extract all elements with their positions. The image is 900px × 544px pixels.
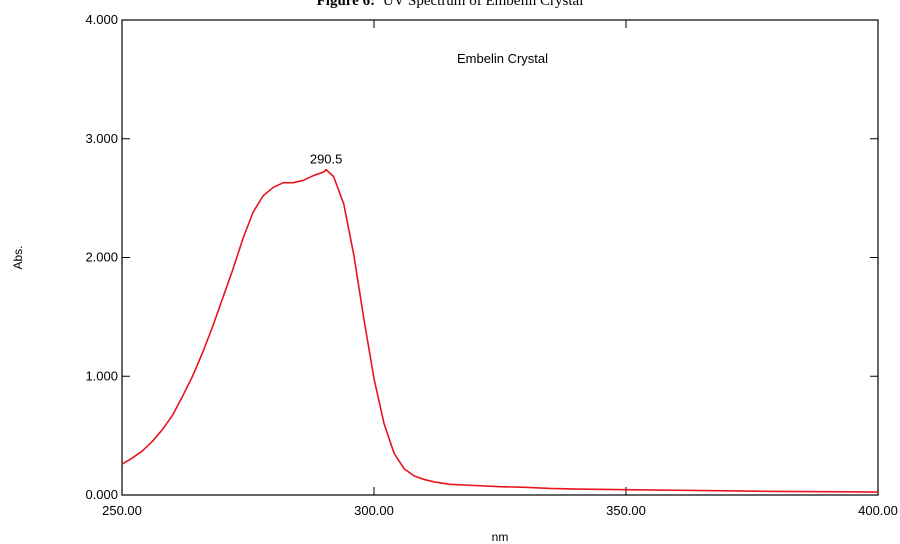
figure-caption: Figure 6: UV Spectrum of Embelin Crystal xyxy=(317,0,584,9)
y-tick-label: 0.000 xyxy=(85,487,118,502)
plot-frame xyxy=(121,19,879,496)
x-tick-label: 300.00 xyxy=(354,503,394,518)
x-tick-label: 250.00 xyxy=(102,503,142,518)
y-tick-label: 1.000 xyxy=(85,368,118,383)
y-tick-label: 4.000 xyxy=(85,12,118,27)
y-tick-label: 3.000 xyxy=(85,131,118,146)
x-axis-label: nm xyxy=(492,530,509,544)
y-axis-label: Abs. xyxy=(11,245,25,269)
peak-annotation: 290.5 xyxy=(310,152,343,167)
series-line xyxy=(121,168,879,493)
x-axis: 250.00 300.00 350.00 400.00 xyxy=(102,20,898,518)
x-tick-label: 400.00 xyxy=(858,503,898,518)
legend-label: Embelin Crystal xyxy=(457,51,548,66)
figure-caption-prefix: Figure 6: xyxy=(317,0,375,9)
y-axis: 0.000 1.000 2.000 3.000 4.000 xyxy=(85,12,878,502)
series-group xyxy=(121,168,879,493)
x-tick-label: 350.00 xyxy=(606,503,646,518)
figure-caption-text: UV Spectrum of Embelin Crystal xyxy=(383,0,584,9)
y-tick-label: 2.000 xyxy=(85,250,118,265)
